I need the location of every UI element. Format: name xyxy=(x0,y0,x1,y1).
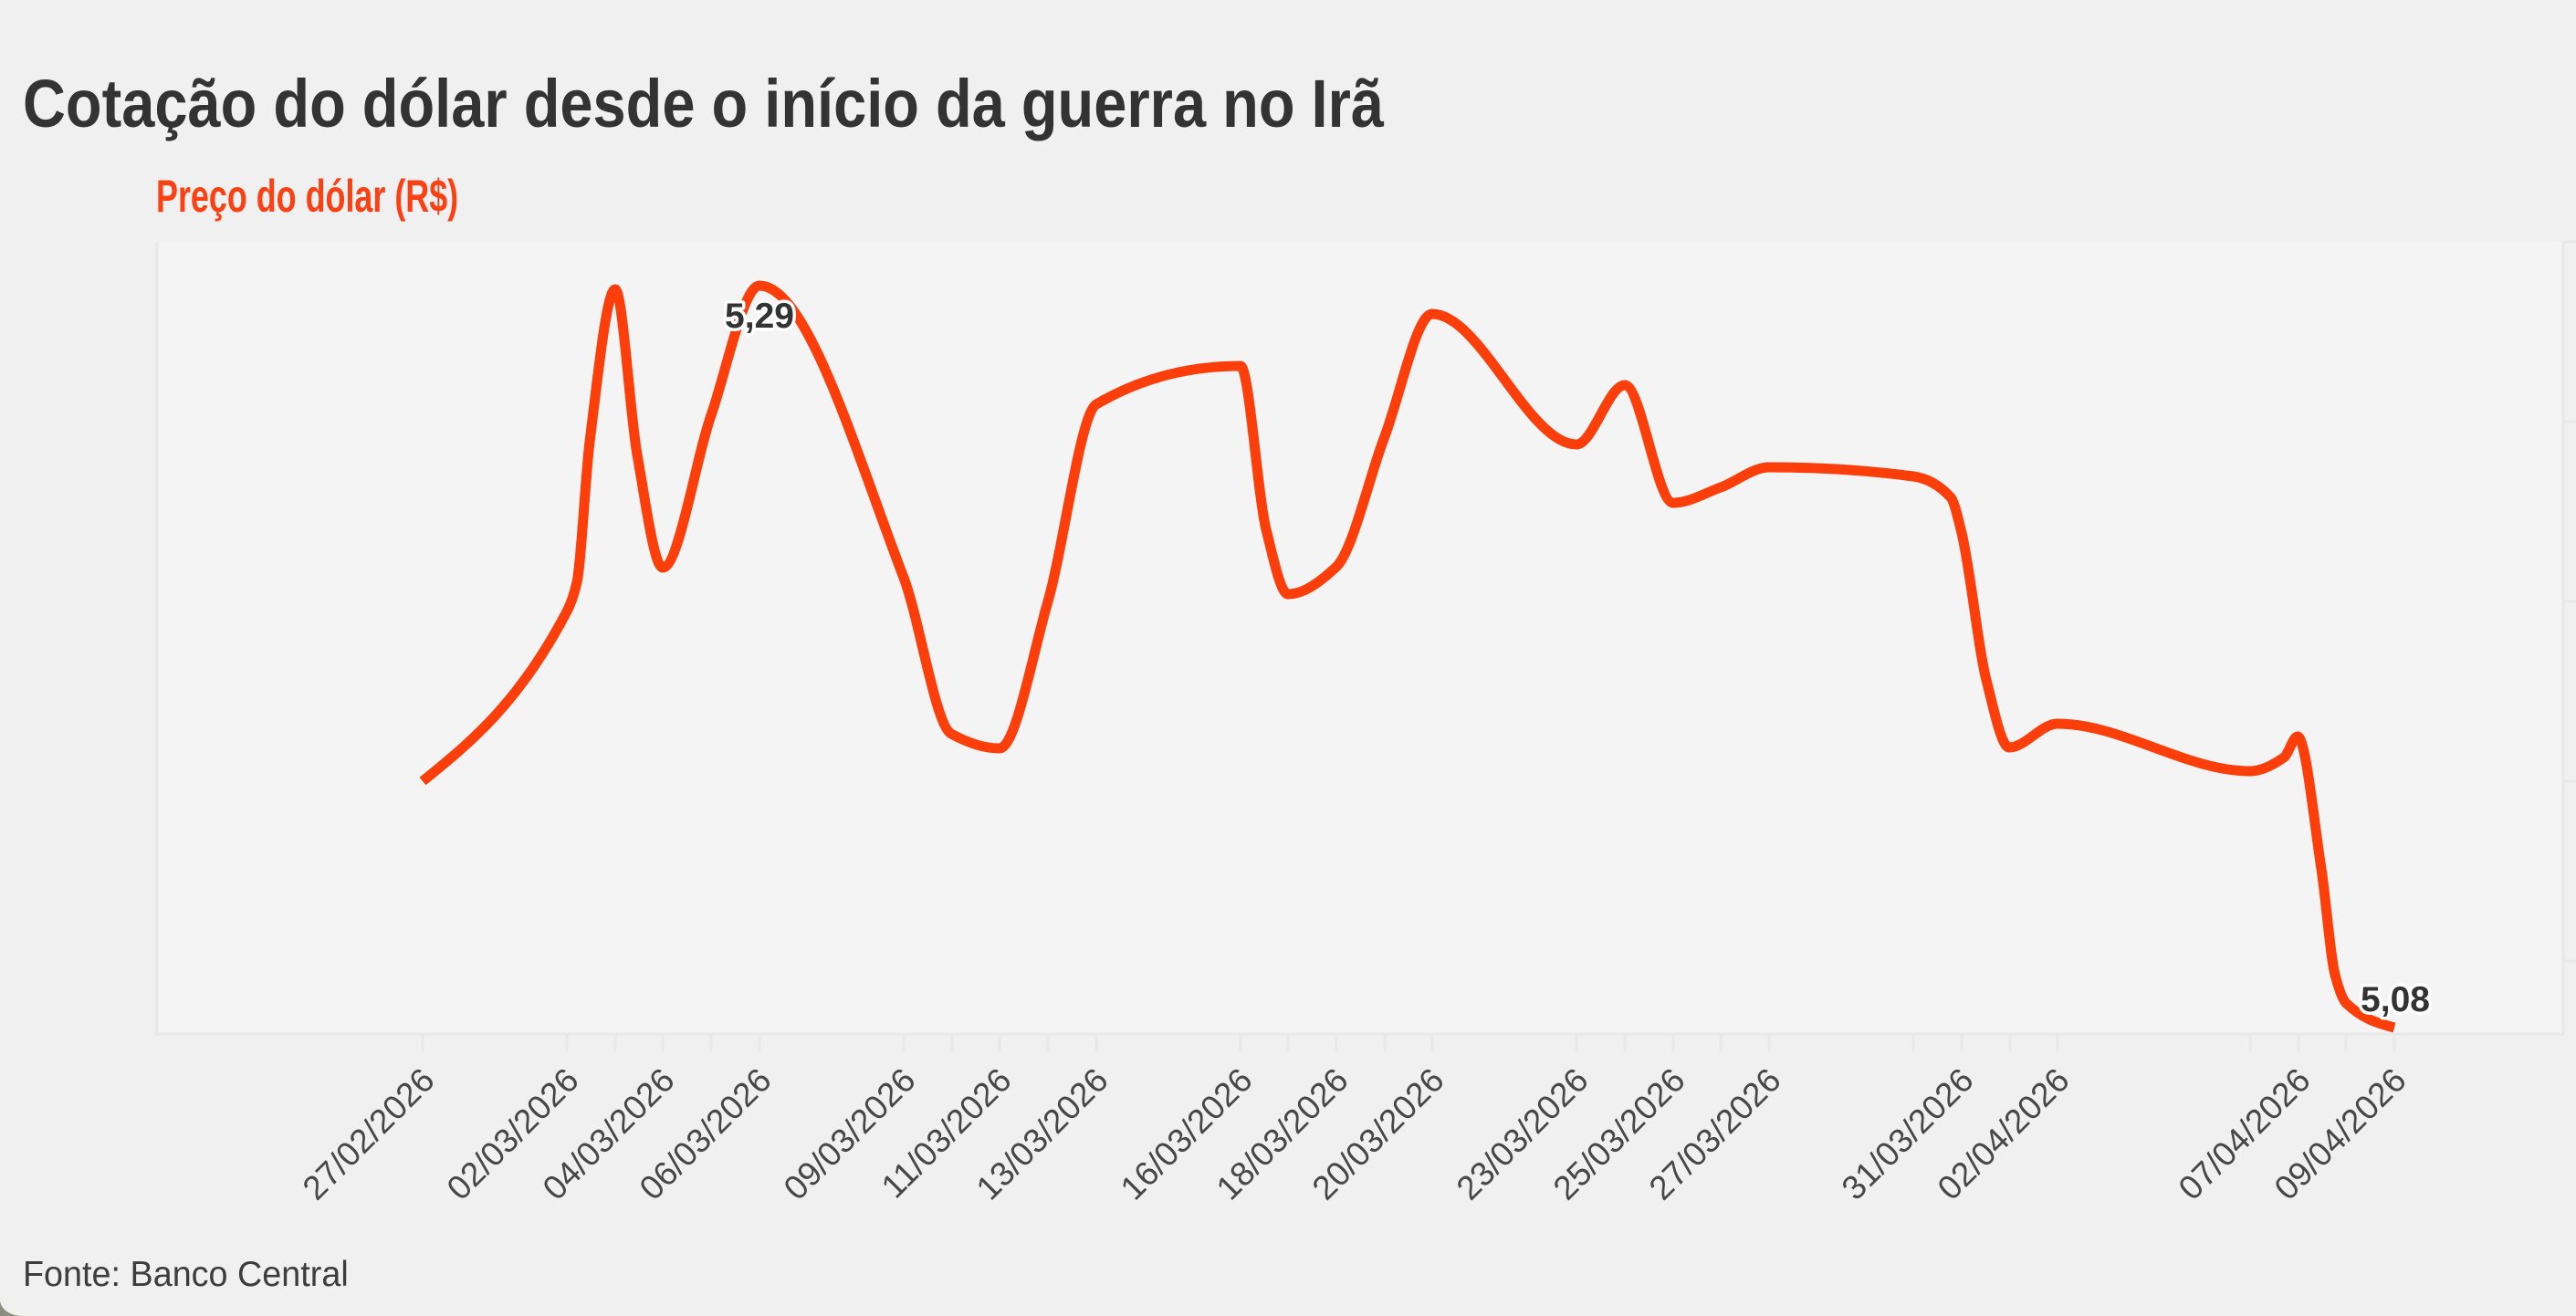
svg-text:5,29: 5,29 xyxy=(725,297,794,336)
svg-text:5,08: 5,08 xyxy=(2361,980,2430,1019)
svg-text:27/02/2026: 27/02/2026 xyxy=(296,1061,442,1207)
